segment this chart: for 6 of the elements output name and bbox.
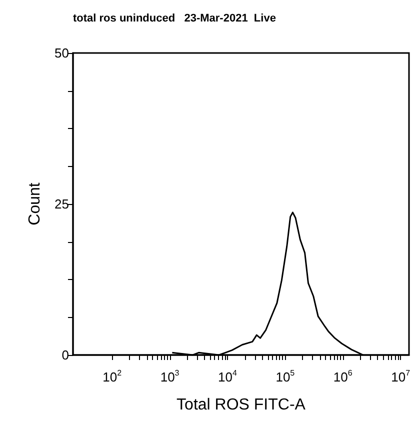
y-axis-title: Count [26, 182, 44, 226]
y-tick-label: 50 [54, 46, 69, 60]
y-tick-label: 25 [54, 196, 69, 212]
y-tick-label: 0 [62, 348, 69, 362]
chart-title: total ros uninduced 23-Mar-2021 Live [73, 12, 276, 24]
x-axis-title: Total ROS FITC-A [176, 396, 306, 414]
